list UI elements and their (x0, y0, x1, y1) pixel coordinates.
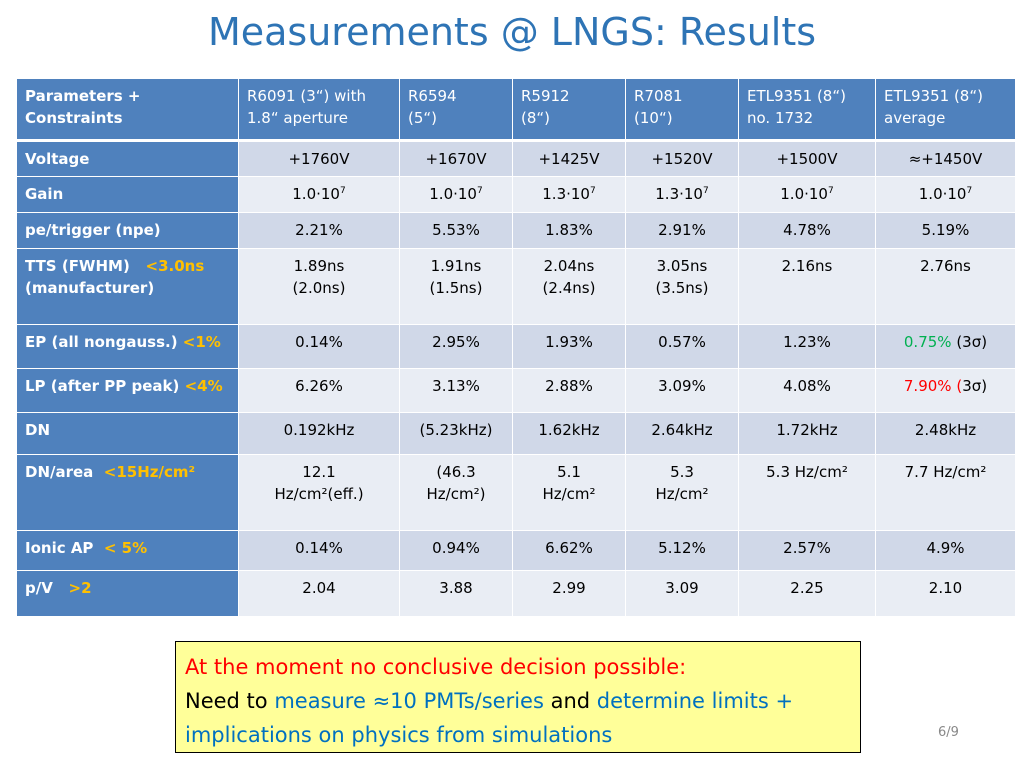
table-row: EP (all nongauss.) <1% 0.14% 2.95% 1.93%… (16, 324, 1016, 369)
table-cell: 3.09 (625, 570, 739, 617)
table-cell: 1.0·107 (238, 176, 400, 213)
table-cell: 5.1 Hz/cm² (512, 454, 626, 531)
table-cell: 2.76ns (875, 248, 1016, 325)
table-cell: 2.88% (512, 368, 626, 413)
table-cell: 6.26% (238, 368, 400, 413)
table-cell: 2.16ns (738, 248, 876, 325)
header-r5912: R5912 (8“) (512, 78, 626, 142)
table-cell: 2.10 (875, 570, 1016, 617)
table-cell: 1.3·107 (625, 176, 739, 213)
slide-title: Measurements @ LNGS: Results (207, 10, 817, 54)
table-cell: 1.91ns (1.5ns) (399, 248, 513, 325)
table-cell: 7.90% (3σ) (875, 368, 1016, 413)
results-table: Parameters + Constraints R6091 (3“) with 1… (16, 78, 1016, 617)
table-row: p/V >2 2.04 3.88 2.99 3.09 2.25 2.10 (16, 570, 1016, 617)
table-cell: 2.04 (238, 570, 400, 617)
table-cell: 4.08% (738, 368, 876, 413)
table-cell: 1.0·107 (875, 176, 1016, 213)
table-row: DN 0.192kHz (5.23kHz) 1.62kHz 2.64kHz 1.… (16, 412, 1016, 455)
note-line-3: implications on physics from simulations (185, 723, 613, 747)
table-cell: 5.3 Hz/cm² (625, 454, 739, 531)
table-cell: 2.48kHz (875, 412, 1016, 455)
row-label-dn: DN (16, 412, 239, 455)
note-line-2: Need to measure ≈10 PMTs/series and dete… (185, 689, 794, 713)
table-cell: 6.62% (512, 530, 626, 571)
table-cell: 5.12% (625, 530, 739, 571)
table-cell: 1.83% (512, 212, 626, 249)
table-cell: 2.91% (625, 212, 739, 249)
table-cell: 1.89ns (2.0ns) (238, 248, 400, 325)
row-label-ep: EP (all nongauss.) <1% (16, 324, 239, 369)
table-cell: 1.0·107 (399, 176, 513, 213)
table-row: Gain 1.0·107 1.0·107 1.3·107 1.3·107 1.0… (16, 176, 1016, 213)
row-label-p-v: p/V >2 (16, 570, 239, 617)
table-cell: 0.14% (238, 530, 400, 571)
table-cell: 4.78% (738, 212, 876, 249)
table-cell: 1.3·107 (512, 176, 626, 213)
table-cell: (5.23kHz) (399, 412, 513, 455)
table-cell: 2.95% (399, 324, 513, 369)
table-row: Ionic AP < 5% 0.14% 0.94% 6.62% 5.12% 2.… (16, 530, 1016, 571)
table-cell: 1.62kHz (512, 412, 626, 455)
table-cell: 5.3 Hz/cm² (738, 454, 876, 531)
header-r6594: R6594 (5“) (399, 78, 513, 142)
table-row: Voltage +1760V +1670V +1425V +1520V +150… (16, 140, 1016, 177)
table-cell: 3.05ns (3.5ns) (625, 248, 739, 325)
row-label-gain: Gain (16, 176, 239, 213)
table-cell: (46.3 Hz/cm²) (399, 454, 513, 531)
table-cell: 0.75% (3σ) (875, 324, 1016, 369)
table-cell: 2.21% (238, 212, 400, 249)
note-line-1: At the moment no conclusive decision pos… (185, 655, 687, 679)
table-cell: 4.9% (875, 530, 1016, 571)
header-r7081: R7081 (10“) (625, 78, 739, 142)
table-cell: 2.25 (738, 570, 876, 617)
table-cell: 0.57% (625, 324, 739, 369)
table-cell: 0.94% (399, 530, 513, 571)
table-row: DN/area <15Hz/cm² 12.1 Hz/cm²(eff.) (46.3… (16, 454, 1016, 531)
table-cell: 2.57% (738, 530, 876, 571)
table-cell: 2.99 (512, 570, 626, 617)
row-label-pe-trigger: pe/trigger (npe) (16, 212, 239, 249)
row-label-lp: LP (after PP peak) <4% (16, 368, 239, 413)
table-cell: 12.1 Hz/cm²(eff.) (238, 454, 400, 531)
table-row: pe/trigger (npe) 2.21% 5.53% 1.83% 2.91%… (16, 212, 1016, 249)
table-cell: 3.88 (399, 570, 513, 617)
table-cell: 3.13% (399, 368, 513, 413)
row-label-voltage: Voltage (16, 140, 239, 177)
header-etl9351-1732: ETL9351 (8“) no. 1732 (738, 78, 876, 142)
table-row: LP (after PP peak) <4% 6.26% 3.13% 2.88%… (16, 368, 1016, 413)
table-cell: +1670V (399, 140, 513, 177)
table-cell: 5.19% (875, 212, 1016, 249)
row-label-tts: TTS (FWHM) <3.0ns (manufacturer) (16, 248, 239, 325)
table-cell: 1.23% (738, 324, 876, 369)
row-label-ionic-ap: Ionic AP < 5% (16, 530, 239, 571)
table-cell: 3.09% (625, 368, 739, 413)
table-cell: 2.04ns (2.4ns) (512, 248, 626, 325)
table-cell: 1.93% (512, 324, 626, 369)
table-cell: ≈+1450V (875, 140, 1016, 177)
row-label-dn-area: DN/area <15Hz/cm² (16, 454, 239, 531)
header-parameters: Parameters + Constraints (16, 78, 239, 142)
table-cell: 0.14% (238, 324, 400, 369)
table-cell: +1520V (625, 140, 739, 177)
header-r6091: R6091 (3“) with 1.8“ aperture (238, 78, 400, 142)
table-cell: +1500V (738, 140, 876, 177)
table-cell: 1.72kHz (738, 412, 876, 455)
table-cell: 2.64kHz (625, 412, 739, 455)
table-cell: 1.0·107 (738, 176, 876, 213)
table-header-row: Parameters + Constraints R6091 (3“) with 1… (16, 78, 1016, 142)
table-cell: 7.7 Hz/cm² (875, 454, 1016, 531)
conclusion-note: At the moment no conclusive decision pos… (175, 641, 861, 753)
table-cell: 5.53% (399, 212, 513, 249)
table-cell: +1760V (238, 140, 400, 177)
header-etl9351-average: ETL9351 (8“) average (875, 78, 1016, 142)
table-cell: 0.192kHz (238, 412, 400, 455)
table-row: TTS (FWHM) <3.0ns (manufacturer) 1.89ns (2… (16, 248, 1016, 325)
page-number: 6/9 (938, 725, 959, 740)
table-cell: +1425V (512, 140, 626, 177)
